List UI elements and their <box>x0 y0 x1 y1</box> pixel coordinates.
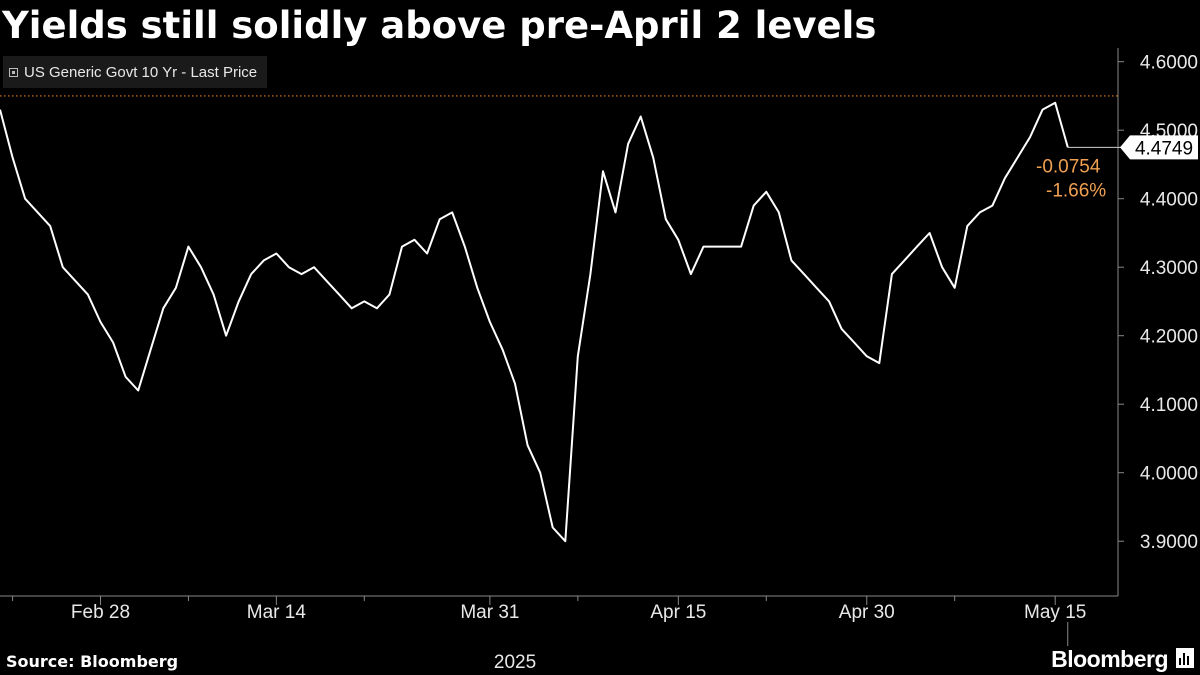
y-tick-label: 4.6000 <box>1140 53 1198 74</box>
bloomberg-chart-icon <box>1176 648 1194 668</box>
y-tick-label: 3.9000 <box>1140 532 1198 553</box>
y-tick-label: 4.3000 <box>1140 258 1198 279</box>
x-tick-label: Mar 14 <box>247 602 307 623</box>
last-value-label: 4.4749 <box>1135 138 1193 159</box>
y-tick-label: 4.4000 <box>1140 190 1198 211</box>
change-absolute-label: -0.0754 <box>1036 156 1101 177</box>
y-tick-label: 4.0000 <box>1140 464 1198 485</box>
y-tick-label: 4.2000 <box>1140 327 1198 348</box>
x-tick-label: Apr 15 <box>650 602 706 623</box>
series-line-0 <box>0 101 1069 543</box>
x-tick-label: Apr 30 <box>839 602 895 623</box>
axes: 3.90004.00004.10004.20004.30004.40004.50… <box>0 48 1198 673</box>
y-tick-label: 4.1000 <box>1140 395 1198 416</box>
legend-label: US Generic Govt 10 Yr - Last Price <box>24 63 258 81</box>
year-label: 2025 <box>494 652 536 673</box>
plot-area: 4.4749 -0.0754 -1.66% <box>0 95 1198 543</box>
x-tick-label: Feb 28 <box>71 602 130 623</box>
chart-title: Yields still solidly above pre-April 2 l… <box>2 4 877 47</box>
change-percent-label: -1.66% <box>1046 180 1106 201</box>
legend-swatch <box>9 67 18 77</box>
x-tick-label: May 15 <box>1024 602 1086 623</box>
x-tick-label: Mar 31 <box>460 602 519 623</box>
last-value-tag <box>1120 135 1198 160</box>
source-note: Source: Bloomberg <box>6 652 179 671</box>
brand-logo: Bloomberg <box>1051 646 1168 672</box>
legend: US Generic Govt 10 Yr - Last Price <box>3 56 268 88</box>
